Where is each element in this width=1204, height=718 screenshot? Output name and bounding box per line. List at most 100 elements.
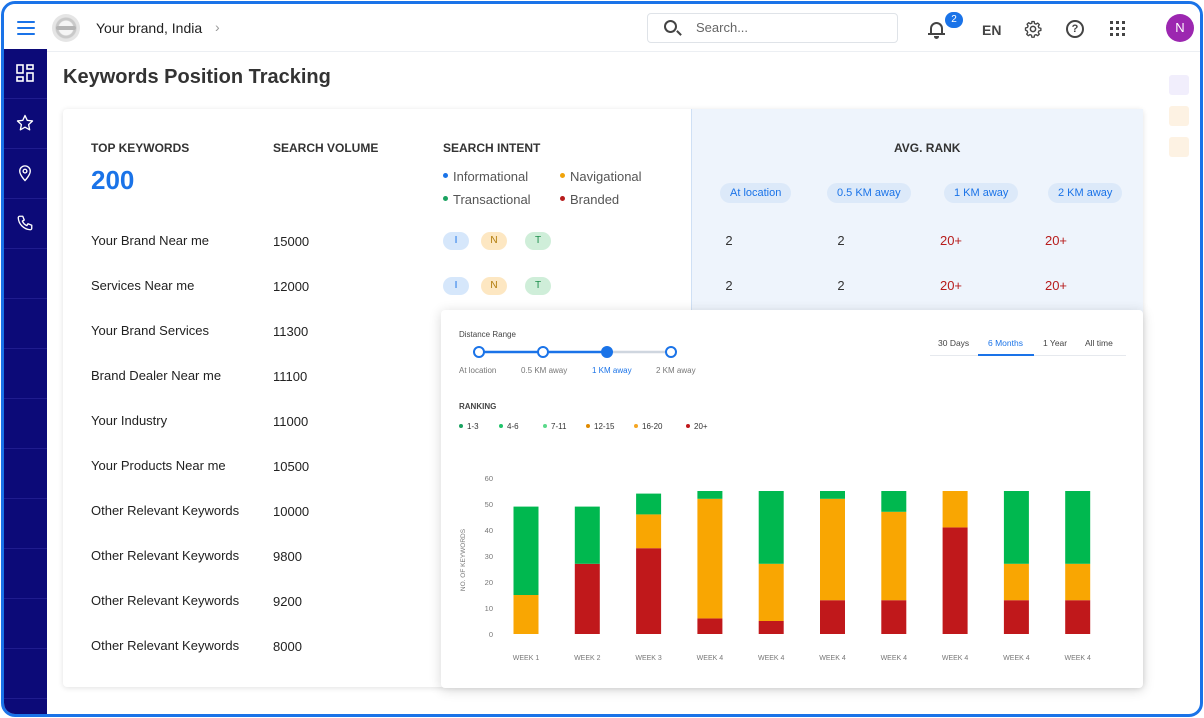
user-avatar[interactable]: N xyxy=(1166,14,1194,42)
search-box[interactable] xyxy=(647,13,898,43)
rank-column-at-location: At location xyxy=(720,183,792,203)
ranking-legend-7-11: 7-11 xyxy=(543,422,566,431)
side-panel-tab[interactable] xyxy=(1169,75,1189,95)
range-label-one-km: 1 KM away xyxy=(592,366,632,375)
avg-rank-value: 20+ xyxy=(1044,278,1068,293)
keyword-name: Other Relevant Keywords xyxy=(91,548,240,563)
x-category-label: WEEK 4 xyxy=(1003,655,1030,662)
legend-dot xyxy=(443,196,448,202)
side-panel-tab[interactable] xyxy=(1169,137,1189,157)
help-icon[interactable]: ? xyxy=(1066,20,1084,38)
sidebar-item-locations[interactable] xyxy=(4,149,47,199)
bar-segment[interactable] xyxy=(942,527,968,634)
bar-segment[interactable] xyxy=(574,506,600,564)
bar-segment[interactable] xyxy=(574,563,600,634)
ranking-legend-20-plus: 20+ xyxy=(686,422,708,431)
intent-legend-branded: Branded xyxy=(560,192,619,207)
gear-icon[interactable] xyxy=(1024,20,1042,38)
legend-dot xyxy=(560,173,565,179)
y-axis-label: NO. OF KEYWORDS xyxy=(460,528,467,591)
chevron-right-icon[interactable]: › xyxy=(215,19,220,35)
y-tick-label: 40 xyxy=(485,526,493,535)
x-category-label: WEEK 2 xyxy=(574,655,601,662)
bar-segment[interactable] xyxy=(758,491,784,564)
sidebar-item-calls[interactable] xyxy=(4,199,47,249)
avg-rank-value: 20+ xyxy=(939,278,963,293)
bar-segment[interactable] xyxy=(881,491,907,512)
bar-segment[interactable] xyxy=(1065,563,1091,601)
bar-segment[interactable] xyxy=(881,600,907,634)
bar-segment[interactable] xyxy=(697,491,723,499)
sidebar-item-favorites[interactable] xyxy=(4,99,47,149)
sidebar xyxy=(4,49,47,714)
location-pin-icon xyxy=(19,165,31,182)
x-category-label: WEEK 4 xyxy=(758,655,785,662)
bar-segment[interactable] xyxy=(1003,491,1029,564)
keyword-name: Your Brand Services xyxy=(91,323,210,338)
sidebar-item-empty xyxy=(4,449,47,499)
ranking-legend-12-15: 12-15 xyxy=(586,422,614,431)
bar-segment[interactable] xyxy=(697,618,723,634)
bar-segment[interactable] xyxy=(820,600,845,634)
intent-chip: I xyxy=(443,277,469,295)
slider-stop-half-km[interactable] xyxy=(537,346,549,358)
sidebar-item-dashboard[interactable] xyxy=(4,49,47,99)
intent-chip: N xyxy=(481,232,507,250)
top-bar: Your brand, India › 2 EN ? N xyxy=(4,4,1200,52)
x-category-label: WEEK 1 xyxy=(513,655,540,662)
bar-segment[interactable] xyxy=(758,621,784,634)
legend-dot xyxy=(560,196,565,202)
avg-rank-value: 2 xyxy=(725,278,733,293)
bar-segment[interactable] xyxy=(758,563,784,621)
sidebar-item-empty xyxy=(4,649,47,699)
slider-stop-two-km[interactable] xyxy=(665,346,677,358)
dashboard-icon xyxy=(16,64,34,82)
bar-segment[interactable] xyxy=(513,595,539,634)
tab-all-time[interactable]: All time xyxy=(1085,338,1113,348)
bar-segment[interactable] xyxy=(1003,563,1029,601)
side-panel-tab[interactable] xyxy=(1169,106,1189,126)
intent-legend-navigational: Navigational xyxy=(560,169,642,184)
tab-1-year[interactable]: 1 Year xyxy=(1043,338,1068,348)
distance-range-slider[interactable] xyxy=(469,344,679,360)
avg-rank-value: 2 xyxy=(725,233,733,248)
search-volume-heading: SEARCH VOLUME xyxy=(273,141,379,155)
intent-chip: T xyxy=(525,277,551,295)
phone-icon xyxy=(17,215,33,231)
rank-column-two-km: 2 KM away xyxy=(1048,183,1123,203)
tab-30-days[interactable]: 30 Days xyxy=(938,338,970,348)
keyword-name: Your Industry xyxy=(91,413,168,428)
bar-segment[interactable] xyxy=(1003,600,1029,634)
apps-grid-icon[interactable] xyxy=(1110,21,1125,36)
bar-segment[interactable] xyxy=(636,493,662,515)
slider-stop-at-location[interactable] xyxy=(473,346,485,358)
keyword-volume: 11000 xyxy=(273,414,309,429)
tab-6-months[interactable]: 6 Months xyxy=(988,338,1023,348)
notification-bell-icon[interactable] xyxy=(928,21,945,39)
bar-segment[interactable] xyxy=(636,514,662,549)
avg-rank-value: 20+ xyxy=(1044,233,1068,248)
bar-segment[interactable] xyxy=(1065,491,1091,564)
avg-rank-value: 20+ xyxy=(939,233,963,248)
bar-segment[interactable] xyxy=(820,491,845,499)
x-category-label: WEEK 3 xyxy=(635,655,662,662)
language-selector[interactable]: EN xyxy=(982,22,1002,38)
search-input[interactable] xyxy=(696,20,886,35)
bar-segment[interactable] xyxy=(881,511,907,601)
brand-selector[interactable]: Your brand, India xyxy=(96,20,203,36)
active-tab-indicator xyxy=(978,354,1034,356)
ranking-legend-1-3: 1-3 xyxy=(459,422,479,431)
keyword-name: Other Relevant Keywords xyxy=(91,638,240,653)
bar-segment[interactable] xyxy=(697,498,723,619)
avg-rank-heading: AVG. RANK xyxy=(894,141,961,155)
slider-stop-one-km[interactable] xyxy=(601,346,613,358)
bar-segment[interactable] xyxy=(820,498,845,601)
bar-segment[interactable] xyxy=(636,548,662,634)
sidebar-item-empty xyxy=(4,599,47,649)
hamburger-menu-icon[interactable] xyxy=(17,21,35,35)
bar-segment[interactable] xyxy=(513,506,539,595)
bar-segment[interactable] xyxy=(942,491,968,528)
keyword-name: Other Relevant Keywords xyxy=(91,593,240,608)
bar-segment[interactable] xyxy=(1065,600,1091,634)
